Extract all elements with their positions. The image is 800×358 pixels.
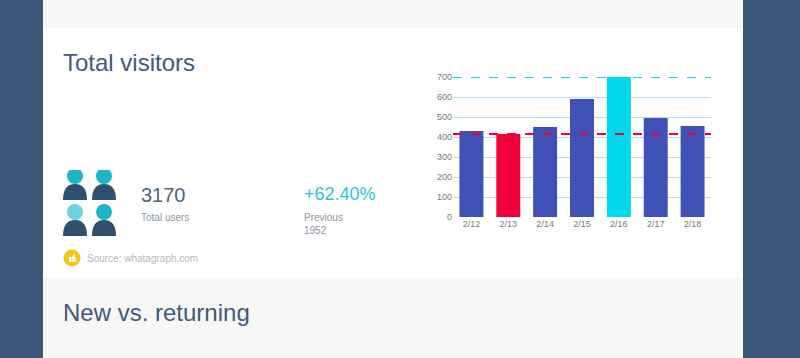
svg-text:100: 100 xyxy=(437,192,452,202)
html-text:Previous: Previous xyxy=(304,212,343,223)
svg-text:2/17: 2/17 xyxy=(647,219,665,229)
html-text:New vs. returning: New vs. returning xyxy=(63,299,250,326)
svg-text:0: 0 xyxy=(447,212,452,222)
svg-text:2/14: 2/14 xyxy=(536,219,554,229)
svg-text:700: 700 xyxy=(437,72,452,82)
svg-text:500: 500 xyxy=(437,112,452,122)
html-text:+62.40%: +62.40% xyxy=(304,184,376,204)
svg-text:400: 400 xyxy=(437,132,452,142)
html-text:1952: 1952 xyxy=(304,225,327,236)
html-text:Total visitors: Total visitors xyxy=(63,49,195,76)
svg-text:2/12: 2/12 xyxy=(463,219,481,229)
svg-text:600: 600 xyxy=(437,92,452,102)
svg-text:200: 200 xyxy=(437,172,452,182)
html-text:Source: whatagraph.com: Source: whatagraph.com xyxy=(87,253,199,264)
svg-text:2/18: 2/18 xyxy=(684,219,702,229)
svg-text:2/15: 2/15 xyxy=(573,219,591,229)
html-text:3170: 3170 xyxy=(141,184,186,206)
svg-text:300: 300 xyxy=(437,152,452,162)
svg-text:2/13: 2/13 xyxy=(500,219,518,229)
html-text:Total users: Total users xyxy=(141,212,190,223)
svg-text:2/16: 2/16 xyxy=(610,219,628,229)
